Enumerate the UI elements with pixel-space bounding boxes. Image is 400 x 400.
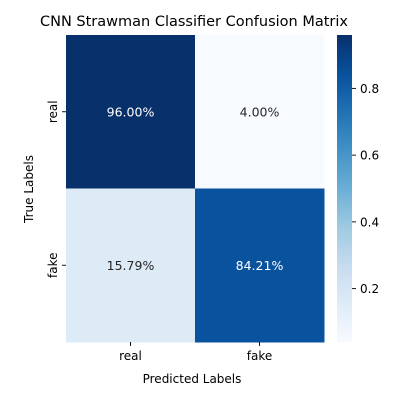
colorbar-tick-label: 0.8	[360, 82, 379, 96]
colorbar	[337, 35, 352, 342]
heatmap-cells	[66, 35, 325, 343]
cell-value-label: 96.00%	[107, 104, 155, 119]
cell-value-label: 15.79%	[107, 258, 155, 273]
x-tick-label: real	[119, 349, 142, 363]
heatmap-cell-labels: 96.00% 4.00% 15.79% 84.21%	[107, 104, 284, 273]
y-axis-ticks: real fake	[46, 100, 66, 278]
chart-title: CNN Strawman Classifier Confusion Matrix	[40, 14, 348, 30]
y-tick-label: fake	[46, 253, 60, 278]
colorbar-tick-label: 0.2	[360, 282, 379, 296]
y-axis-label: True Labels	[22, 155, 36, 224]
heatmap-cell-real-real	[66, 35, 196, 189]
heatmap-cell-fake-real	[66, 188, 196, 343]
cell-value-label: 84.21%	[236, 258, 284, 273]
y-tick-label: real	[46, 100, 60, 123]
x-tick-label: fake	[247, 349, 272, 363]
x-axis-label: Predicted Labels	[143, 372, 242, 386]
heatmap-cell-real-fake	[195, 35, 325, 189]
colorbar-tick-label: 0.6	[360, 149, 379, 163]
colorbar-ticks: 0.2 0.4 0.6 0.8	[352, 82, 379, 296]
colorbar-tick-label: 0.4	[360, 215, 379, 229]
x-axis-ticks: real fake	[119, 342, 272, 363]
cell-value-label: 4.00%	[240, 104, 280, 119]
heatmap-cell-fake-fake	[195, 188, 325, 343]
